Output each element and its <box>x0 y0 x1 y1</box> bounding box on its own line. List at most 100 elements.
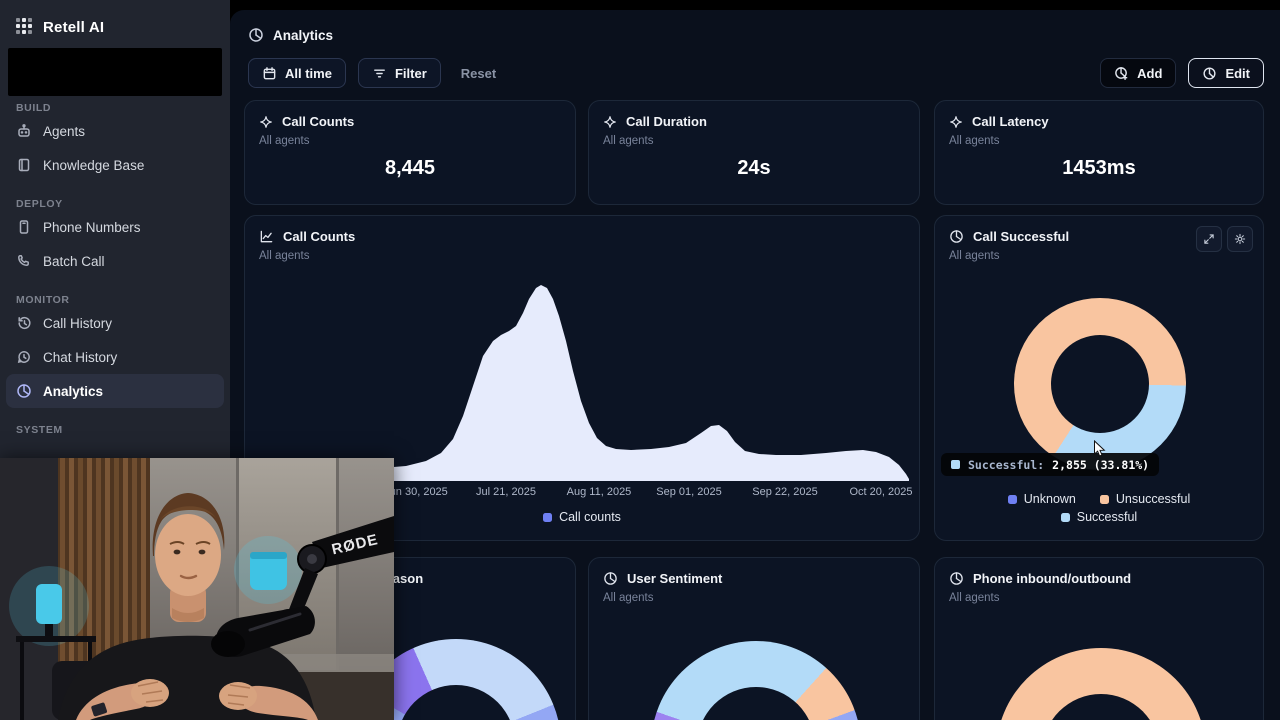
section-label-build: BUILD <box>16 102 52 114</box>
sidebar-item-label: Call History <box>43 315 113 331</box>
stat-card-call-duration: Call Duration All agents 24s <box>588 100 920 205</box>
cyan-lamp-center <box>250 552 287 590</box>
stat-value: 24s <box>737 157 771 179</box>
legend-label: Call counts <box>559 510 621 524</box>
card-title: Call Latency <box>972 114 1049 129</box>
add-chart-icon <box>1115 66 1128 80</box>
brand-name: Retell AI <box>43 18 105 36</box>
donut-legend-row-1: Unknown Unsuccessful <box>935 492 1263 506</box>
legend-item-unknown: Unknown <box>1007 492 1076 506</box>
stat-value: 1453ms <box>1062 157 1136 179</box>
card-subtitle: All agents <box>259 135 310 147</box>
retell-logo-icon <box>16 18 34 36</box>
reset-link[interactable]: Reset <box>460 65 497 81</box>
sidebar-item-chat-history[interactable]: Chat History <box>6 340 224 374</box>
x-tick-label: Jun 30, 2025 <box>384 486 448 498</box>
analytics-pie-icon <box>17 384 31 398</box>
expand-button[interactable] <box>1196 226 1222 252</box>
all-time-label: All time <box>285 65 332 81</box>
sidebar-item-agents[interactable]: Agents <box>6 114 224 148</box>
x-tick-label: Jul 21, 2025 <box>476 486 536 498</box>
expand-icon <box>1204 234 1214 244</box>
phone-numbers-icon <box>19 220 29 234</box>
user-sentiment-card: User Sentiment All agents <box>588 557 920 720</box>
chart-legend: Call counts <box>245 510 919 524</box>
edit-label: Edit <box>1225 65 1250 81</box>
section-label-monitor: MONITOR <box>16 294 70 306</box>
section-label-deploy: DEPLOY <box>16 198 63 210</box>
wood-slat-panel <box>60 458 146 720</box>
person <box>58 493 318 720</box>
brand-logo: Retell AI <box>0 0 230 36</box>
book-icon <box>18 158 30 172</box>
tooltip-value: 2,855 (33.81%) <box>1052 457 1150 472</box>
robot-icon <box>18 124 30 137</box>
stat-value: 8,445 <box>384 157 436 179</box>
edit-button[interactable]: Edit <box>1188 58 1264 88</box>
legend-swatch <box>543 512 553 522</box>
batch-call-icon <box>18 255 29 266</box>
call-successful-card: Call Successful All agents Successful: 2… <box>934 215 1264 541</box>
sparkle-icon <box>604 115 616 128</box>
card-title: Call Duration <box>626 114 707 129</box>
pie-chart-icon <box>950 572 963 585</box>
card-title: User Sentiment <box>627 571 723 586</box>
area-chart-plot[interactable] <box>261 285 909 481</box>
sidebar-item-batch-call[interactable]: Batch Call <box>6 244 224 278</box>
card-title: Call Successful <box>973 229 1070 244</box>
pie-chart-icon <box>604 572 617 585</box>
card-subtitle: All agents <box>949 592 1000 604</box>
rode-microphone: RØDE <box>211 516 394 657</box>
legend-swatch <box>1007 494 1017 504</box>
legend-swatch <box>1060 512 1070 522</box>
chat-history-icon <box>17 351 30 363</box>
line-chart-icon <box>260 230 273 243</box>
filter-icon <box>374 69 385 77</box>
card-title: Phone inbound/outbound <box>973 571 1132 586</box>
sidebar-item-label: Agents <box>43 123 86 139</box>
x-tick-label: Sep 01, 2025 <box>656 486 722 498</box>
section-label-system: SYSTEM <box>16 424 63 436</box>
card-subtitle: All agents <box>259 250 310 262</box>
wrist-watch <box>91 702 107 717</box>
donut-hole <box>1051 335 1149 433</box>
x-tick-label: Oct 20, 2025 <box>849 486 913 498</box>
sidebar-item-phone-numbers[interactable]: Phone Numbers <box>6 210 224 244</box>
settings-button[interactable] <box>1227 226 1253 252</box>
chart-tooltip: Successful: 2,855 (33.81%) <box>941 453 1160 476</box>
cyan-lamp-left <box>36 584 62 624</box>
all-time-button[interactable]: All time <box>248 58 346 88</box>
add-button[interactable]: Add <box>1100 58 1177 88</box>
filter-button[interactable]: Filter <box>357 58 441 88</box>
sidebar-item-analytics[interactable]: Analytics <box>6 374 224 408</box>
legend-label: Unsuccessful <box>1115 492 1191 506</box>
page-title: Analytics <box>273 27 334 43</box>
card-title: Call Counts <box>282 114 355 129</box>
card-subtitle: All agents <box>949 250 1000 262</box>
legend-swatch <box>1099 494 1109 504</box>
sidebar-item-label: Batch Call <box>43 253 105 269</box>
card-subtitle: All agents <box>949 135 1000 147</box>
calendar-icon <box>263 66 276 79</box>
sparkle-icon <box>950 115 962 128</box>
donut-legend-row-2: Successful <box>935 510 1263 524</box>
header-actions: Add Edit <box>1100 58 1264 88</box>
legend-item-call-counts: Call counts <box>543 510 621 524</box>
sidebar-item-call-history[interactable]: Call History <box>6 306 224 340</box>
redacted-workspace-block <box>8 48 222 96</box>
card-subtitle: All agents <box>603 135 654 147</box>
sidebar-item-knowledge-base[interactable]: Knowledge Base <box>6 148 224 182</box>
card-subtitle: All agents <box>603 592 654 604</box>
legend-label: Successful <box>1076 510 1138 524</box>
card-title: Call Counts <box>283 229 356 244</box>
webcam-video: RØDE <box>0 458 394 720</box>
main-panel: Analytics All time Filter Reset Add Edit <box>230 10 1280 720</box>
webcam-overlay: RØDE <box>0 458 394 720</box>
filters-toolbar: All time Filter Reset <box>248 58 496 88</box>
legend-item-unsuccessful: Unsuccessful <box>1099 492 1191 506</box>
mouse-cursor <box>1094 440 1106 457</box>
x-tick-label: Aug 11, 2025 <box>566 486 632 498</box>
sparkle-icon <box>260 115 272 128</box>
page-header: Analytics <box>248 27 333 43</box>
sidebar-item-label: Analytics <box>43 383 104 399</box>
